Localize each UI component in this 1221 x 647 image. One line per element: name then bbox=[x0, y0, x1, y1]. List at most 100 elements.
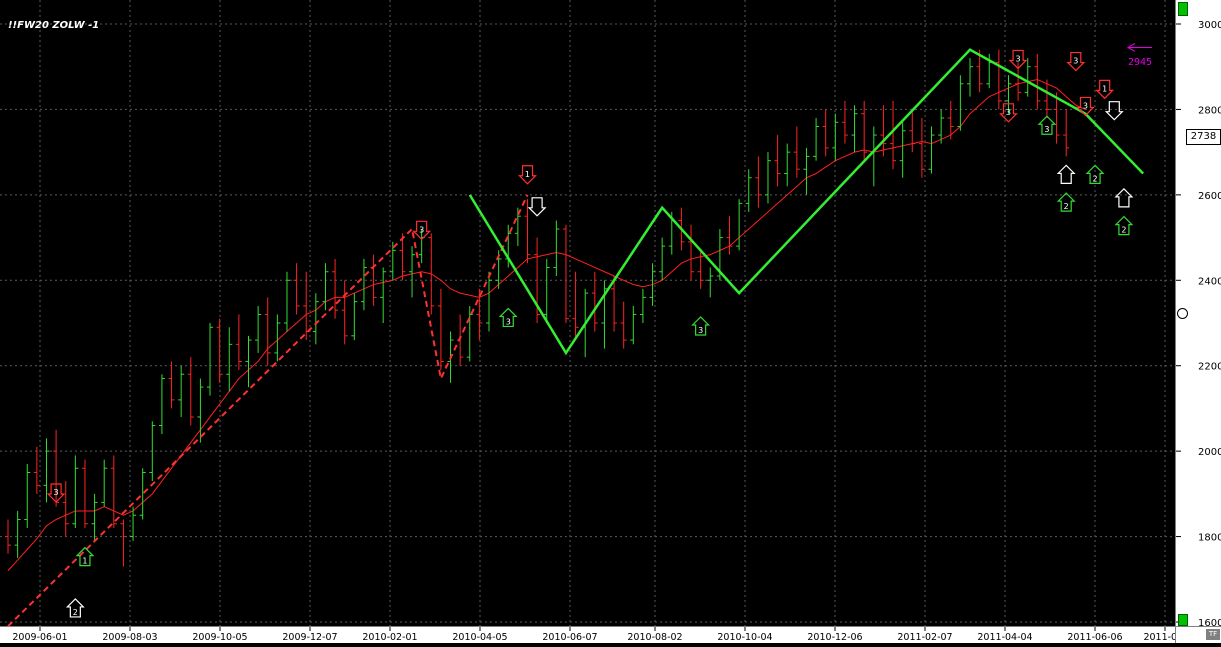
ohlc-bar bbox=[341, 280, 348, 345]
ohlc-bar bbox=[1024, 58, 1031, 97]
signal-marker: 3 bbox=[498, 307, 518, 328]
up-arrow-icon bbox=[65, 598, 85, 618]
ohlc-bar bbox=[389, 241, 396, 281]
scroll-bottom-handle[interactable] bbox=[1178, 614, 1188, 626]
ohlc-bar bbox=[178, 365, 185, 417]
ohlc-bar bbox=[235, 314, 242, 370]
timeframe-button[interactable]: TF bbox=[1206, 629, 1220, 640]
ohlc-bar bbox=[130, 506, 137, 541]
ohlc-bar bbox=[957, 75, 964, 131]
ohlc-bar bbox=[591, 271, 598, 332]
signal-marker: 3 bbox=[691, 316, 711, 336]
price-tick-label: 1600 bbox=[1198, 618, 1221, 626]
time-tick-label: 2011-04-04 bbox=[977, 632, 1032, 643]
signal-marker bbox=[1104, 101, 1124, 121]
ohlc-bar bbox=[91, 493, 98, 541]
ohlc-bar bbox=[1043, 79, 1050, 118]
ohlc-bar bbox=[784, 143, 791, 187]
ohlc-bar bbox=[813, 117, 820, 161]
ohlc-bar bbox=[466, 305, 473, 362]
up-arrow-icon bbox=[1056, 192, 1076, 212]
grid-layer bbox=[0, 0, 1175, 626]
ohlc-bar bbox=[832, 113, 839, 161]
signal-marker: 2 bbox=[1085, 164, 1105, 184]
time-axis-ticks: 2009-06-01 2009-08-03 2009-10-05 2009-12-07… bbox=[12, 627, 1187, 643]
signal-marker-label: 3 bbox=[1073, 57, 1078, 66]
ohlc-bar bbox=[1005, 75, 1012, 114]
ohlc-bar bbox=[620, 301, 627, 349]
ohlc-bar bbox=[437, 288, 444, 370]
ohlc-bar bbox=[1063, 109, 1070, 157]
ohlc-bar bbox=[274, 314, 281, 362]
price-axis-ticks: 1600 1800 2000 2200 2400 2600 2800 3000 bbox=[1176, 20, 1221, 629]
up-arrow-icon bbox=[498, 307, 518, 328]
signal-marker-label: 3 bbox=[698, 326, 703, 335]
time-axis[interactable]: 2009-06-01 2009-08-03 2009-10-05 2009-12-07… bbox=[0, 626, 1187, 643]
ohlc-bar bbox=[293, 263, 300, 315]
down-arrow-icon bbox=[1075, 96, 1095, 117]
moving-average-line bbox=[7, 79, 1086, 572]
ohlc-bar bbox=[726, 216, 733, 255]
ohlc-bar bbox=[707, 267, 714, 298]
signal-marker-label: 1 bbox=[82, 557, 87, 566]
ohlc-bar bbox=[110, 455, 117, 529]
ohlc-bar bbox=[928, 126, 935, 174]
time-tick-label: 2011-06-06 bbox=[1067, 632, 1122, 643]
down-arrow-icon bbox=[518, 165, 537, 185]
timeframe-corner: TF bbox=[1175, 626, 1221, 643]
price-tick-label: 3000 bbox=[1198, 20, 1221, 31]
ohlc-bar bbox=[264, 297, 271, 366]
signal-marker: 3 bbox=[1037, 115, 1057, 135]
ohlc-bar bbox=[486, 271, 492, 332]
time-tick-label: 2010-12-06 bbox=[807, 632, 862, 643]
signal-marker-label: 2 bbox=[1064, 202, 1069, 211]
ohlc-bar bbox=[793, 126, 800, 178]
down-arrow-icon bbox=[1008, 49, 1028, 70]
signal-marker-label: 1 bbox=[525, 170, 530, 179]
ohlc-bar bbox=[1053, 92, 1060, 144]
time-tick-label: 2009-08-03 bbox=[102, 632, 157, 643]
down-arrow-icon bbox=[1066, 51, 1086, 72]
scroll-knob[interactable] bbox=[1177, 308, 1188, 319]
zigzag-line bbox=[468, 48, 1145, 356]
price-tick-label: 2800 bbox=[1198, 105, 1221, 116]
ohlc-bar bbox=[524, 199, 531, 264]
ohlc-bar bbox=[53, 429, 60, 507]
signal-marker: 3 bbox=[412, 220, 432, 241]
ohlc-bars-layer bbox=[5, 49, 1070, 567]
ohlc-bar bbox=[611, 276, 618, 332]
price-tick-label: 2000 bbox=[1198, 447, 1221, 458]
ohlc-bar bbox=[322, 263, 329, 311]
ohlc-bar bbox=[380, 267, 387, 323]
ohlc-bar bbox=[81, 459, 88, 529]
down-arrow-icon bbox=[1104, 101, 1124, 121]
ohlc-bar bbox=[736, 199, 743, 251]
price-chart[interactable]: 3 1 2 3 3 1 3 3 2 3 2 1 2 3 3 3 bbox=[0, 0, 1175, 626]
ohlc-bar bbox=[360, 258, 367, 311]
signal-marker bbox=[527, 197, 547, 217]
ohlc-bar bbox=[870, 126, 877, 187]
down-arrow-icon bbox=[412, 220, 432, 241]
ohlc-bar bbox=[428, 233, 435, 315]
ohlc-bar bbox=[764, 152, 771, 204]
ohlc-bar bbox=[697, 250, 704, 289]
signal-marker-label: 3 bbox=[419, 225, 424, 234]
signal-marker-label: 2 bbox=[73, 608, 78, 617]
time-tick-label: 2009-10-05 bbox=[192, 632, 247, 643]
scroll-top-handle[interactable] bbox=[1178, 2, 1188, 16]
ohlc-bar bbox=[899, 122, 906, 178]
ohlc-bar bbox=[534, 237, 541, 323]
up-arrow-icon bbox=[1114, 215, 1134, 236]
ohlc-bar bbox=[351, 293, 358, 341]
up-arrow-icon bbox=[691, 316, 711, 336]
ohlc-bar bbox=[226, 327, 233, 392]
ohlc-bar bbox=[120, 519, 127, 567]
ohlc-bar bbox=[745, 169, 752, 212]
ohlc-bar bbox=[967, 58, 973, 97]
ohlc-bar bbox=[332, 258, 339, 319]
signal-marker: 1 bbox=[1095, 79, 1115, 100]
up-arrow-icon bbox=[75, 546, 95, 567]
ohlc-bar bbox=[5, 519, 11, 554]
ohlc-bar bbox=[649, 263, 656, 306]
